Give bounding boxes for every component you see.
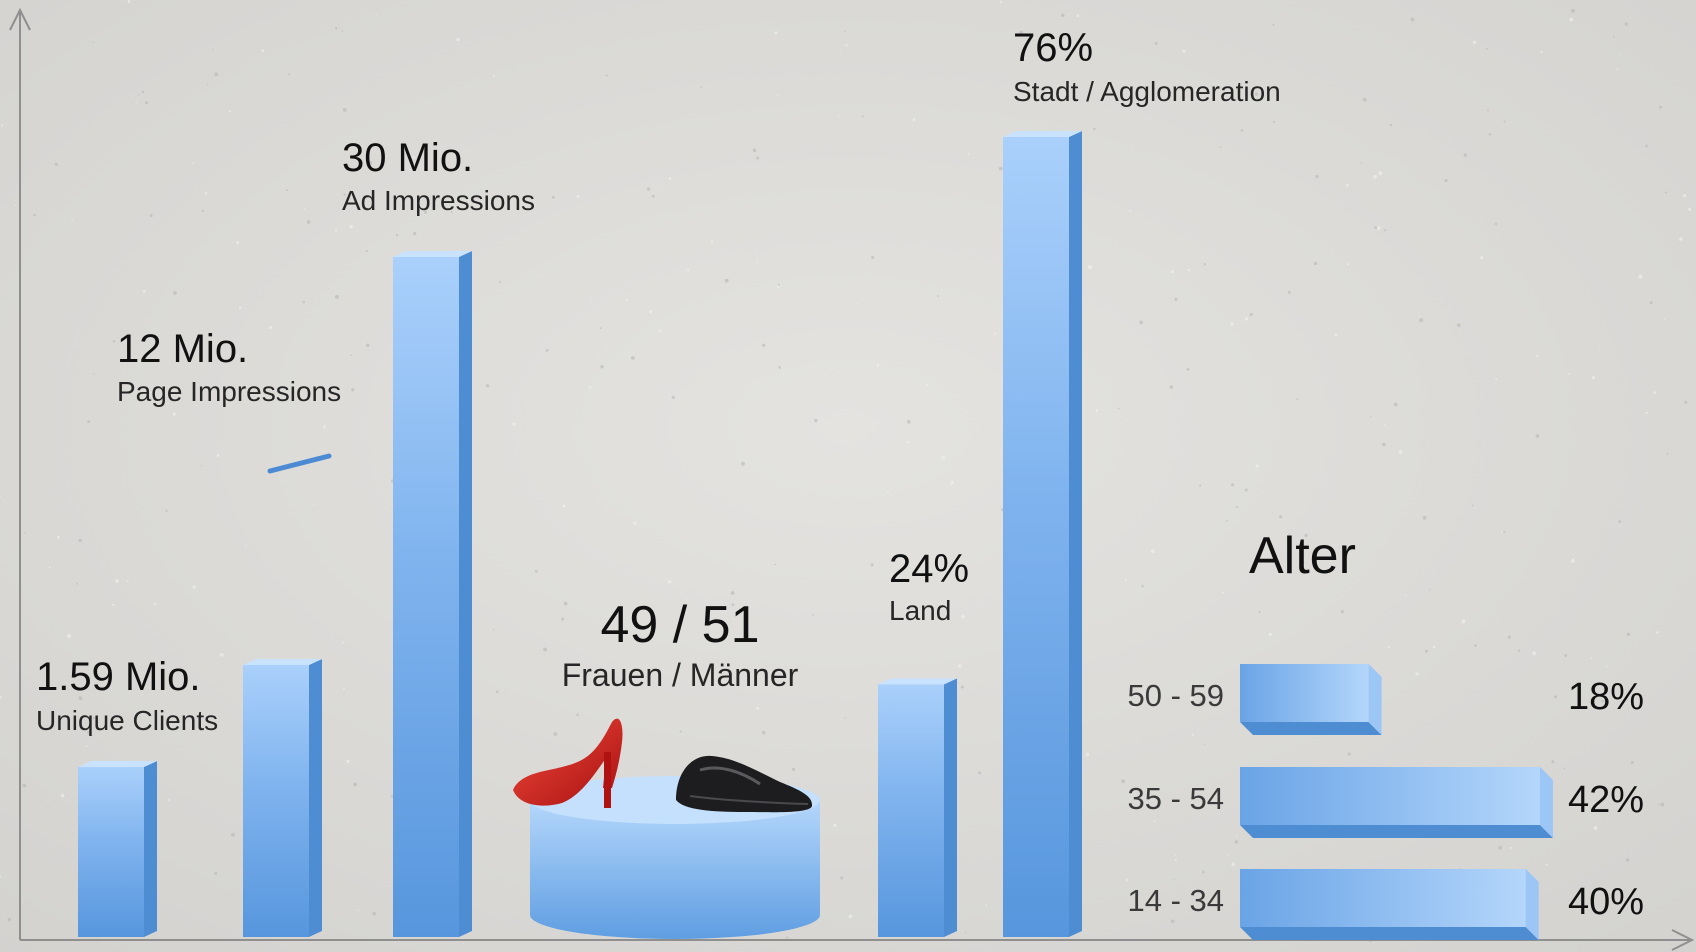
age-value-label: 42% xyxy=(1568,779,1644,821)
y-axis-arrow-icon xyxy=(9,7,31,31)
age-category-label: 50 - 59 xyxy=(1127,678,1224,713)
traffic-bar-3 xyxy=(393,251,472,937)
region-labels: 24% Land 76% Stadt / Agglomeration xyxy=(889,26,1281,626)
city-value-label: 76% xyxy=(1013,26,1093,70)
land-value-label: 24% xyxy=(889,547,969,591)
red-high-heel-icon xyxy=(513,718,623,808)
ad-impressions-value-label: 30 Mio. xyxy=(342,136,473,180)
age-bar-3 xyxy=(1240,869,1539,940)
page-impressions-label: Page Impressions xyxy=(117,376,341,407)
black-oxford-shoe-icon xyxy=(676,755,813,813)
age-bar-2 xyxy=(1240,767,1553,838)
region-chart xyxy=(878,131,1082,937)
gender-ratio-label: Frauen / Männer xyxy=(562,657,799,693)
ad-impressions-label: Ad Impressions xyxy=(342,185,535,216)
traffic-bar-2 xyxy=(243,659,322,937)
age-category-label: 14 - 34 xyxy=(1127,883,1224,918)
land-label: Land xyxy=(889,595,951,626)
unique-clients-label: Unique Clients xyxy=(36,705,218,736)
age-bar-1 xyxy=(1240,664,1382,735)
age-chart: 50 - 59 18% 35 - 54 42% 14 - 34 40% xyxy=(1127,664,1644,940)
traffic-chart xyxy=(78,251,472,937)
traffic-labels: 1.59 Mio. Unique Clients 12 Mio. Page Im… xyxy=(36,136,535,736)
gender-cylinder-body xyxy=(530,800,820,939)
gender-cylinder-chart: 49 / 51 Frauen / Männer xyxy=(513,596,820,939)
region-bar-1 xyxy=(878,678,957,937)
age-chart-title: Alter xyxy=(1249,527,1356,585)
age-value-label: 18% xyxy=(1568,676,1644,718)
region-bar-2 xyxy=(1003,131,1082,937)
age-value-label: 40% xyxy=(1568,881,1644,923)
page-impressions-mark xyxy=(267,453,332,474)
gender-ratio-value-label: 49 / 51 xyxy=(600,596,759,654)
unique-clients-value-label: 1.59 Mio. xyxy=(36,655,201,699)
traffic-bar-1 xyxy=(78,761,157,937)
x-axis-arrow-icon xyxy=(1671,929,1695,951)
page-impressions-value-label: 12 Mio. xyxy=(117,327,248,371)
age-category-label: 35 - 54 xyxy=(1127,781,1224,816)
city-label: Stadt / Agglomeration xyxy=(1013,76,1281,107)
